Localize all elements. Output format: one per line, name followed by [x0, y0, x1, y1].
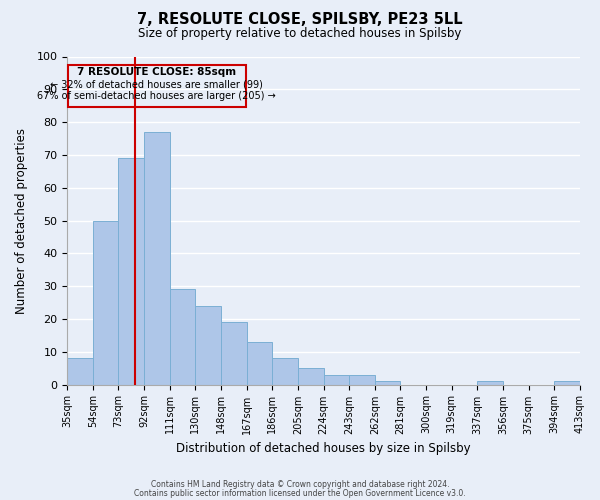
Text: Contains public sector information licensed under the Open Government Licence v3: Contains public sector information licen… [134, 488, 466, 498]
Bar [67, 358, 93, 384]
Bar [323, 374, 349, 384]
Bar [247, 342, 272, 384]
Bar [93, 220, 118, 384]
Bar [144, 132, 170, 384]
Bar [298, 368, 323, 384]
Text: ← 32% of detached houses are smaller (99): ← 32% of detached houses are smaller (99… [50, 80, 263, 90]
Bar [195, 306, 221, 384]
Bar [349, 374, 375, 384]
Bar [375, 382, 400, 384]
Text: 67% of semi-detached houses are larger (205) →: 67% of semi-detached houses are larger (… [37, 91, 276, 101]
Text: 7, RESOLUTE CLOSE, SPILSBY, PE23 5LL: 7, RESOLUTE CLOSE, SPILSBY, PE23 5LL [137, 12, 463, 28]
X-axis label: Distribution of detached houses by size in Spilsby: Distribution of detached houses by size … [176, 442, 471, 455]
Bar [554, 382, 580, 384]
Text: 7 RESOLUTE CLOSE: 85sqm: 7 RESOLUTE CLOSE: 85sqm [77, 68, 236, 78]
Text: Size of property relative to detached houses in Spilsby: Size of property relative to detached ho… [139, 28, 461, 40]
Bar [221, 322, 247, 384]
Text: Contains HM Land Registry data © Crown copyright and database right 2024.: Contains HM Land Registry data © Crown c… [151, 480, 449, 489]
Bar [118, 158, 144, 384]
Bar [478, 382, 503, 384]
Bar [272, 358, 298, 384]
Y-axis label: Number of detached properties: Number of detached properties [15, 128, 28, 314]
Bar [170, 290, 195, 384]
